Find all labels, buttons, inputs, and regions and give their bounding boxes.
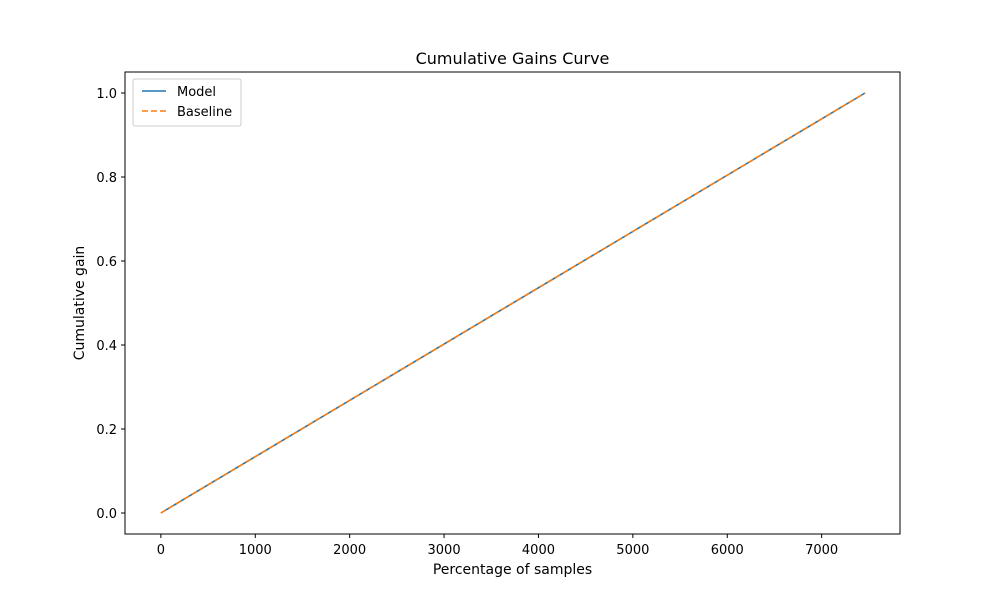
- y-tick-label: 0.2: [96, 423, 117, 438]
- x-tick-label: 1000: [239, 543, 272, 558]
- x-tick-label: 5000: [616, 543, 649, 558]
- x-tick-label: 3000: [428, 543, 461, 558]
- x-tick-label: 2000: [333, 543, 366, 558]
- chart-title: Cumulative Gains Curve: [416, 49, 610, 68]
- x-axis-ticks: 0 1000 2000 3000 4000 5000 6000 7000: [157, 534, 838, 558]
- y-tick-label: 0.4: [96, 339, 117, 354]
- y-tick-label: 0.8: [96, 171, 117, 186]
- y-tick-label: 1.0: [96, 87, 117, 102]
- y-tick-label: 0.0: [96, 507, 117, 522]
- legend-label-baseline: Baseline: [177, 105, 232, 120]
- x-tick-label: 0: [157, 543, 165, 558]
- x-tick-label: 7000: [805, 543, 838, 558]
- series-line-baseline: [160, 92, 866, 514]
- x-tick-label: 4000: [522, 543, 555, 558]
- y-tick-label: 0.6: [96, 255, 117, 270]
- x-tick-label: 6000: [711, 543, 744, 558]
- legend: Model Baseline: [132, 78, 242, 127]
- x-axis-label: Percentage of samples: [433, 562, 592, 578]
- y-axis-ticks: 0.0 0.2 0.4 0.6 0.8 1.0: [96, 87, 125, 522]
- legend-label-model: Model: [177, 85, 216, 100]
- series-layer: [160, 92, 866, 514]
- plot-area-frame: [124, 71, 901, 535]
- y-axis-label: Cumulative gain: [72, 246, 88, 361]
